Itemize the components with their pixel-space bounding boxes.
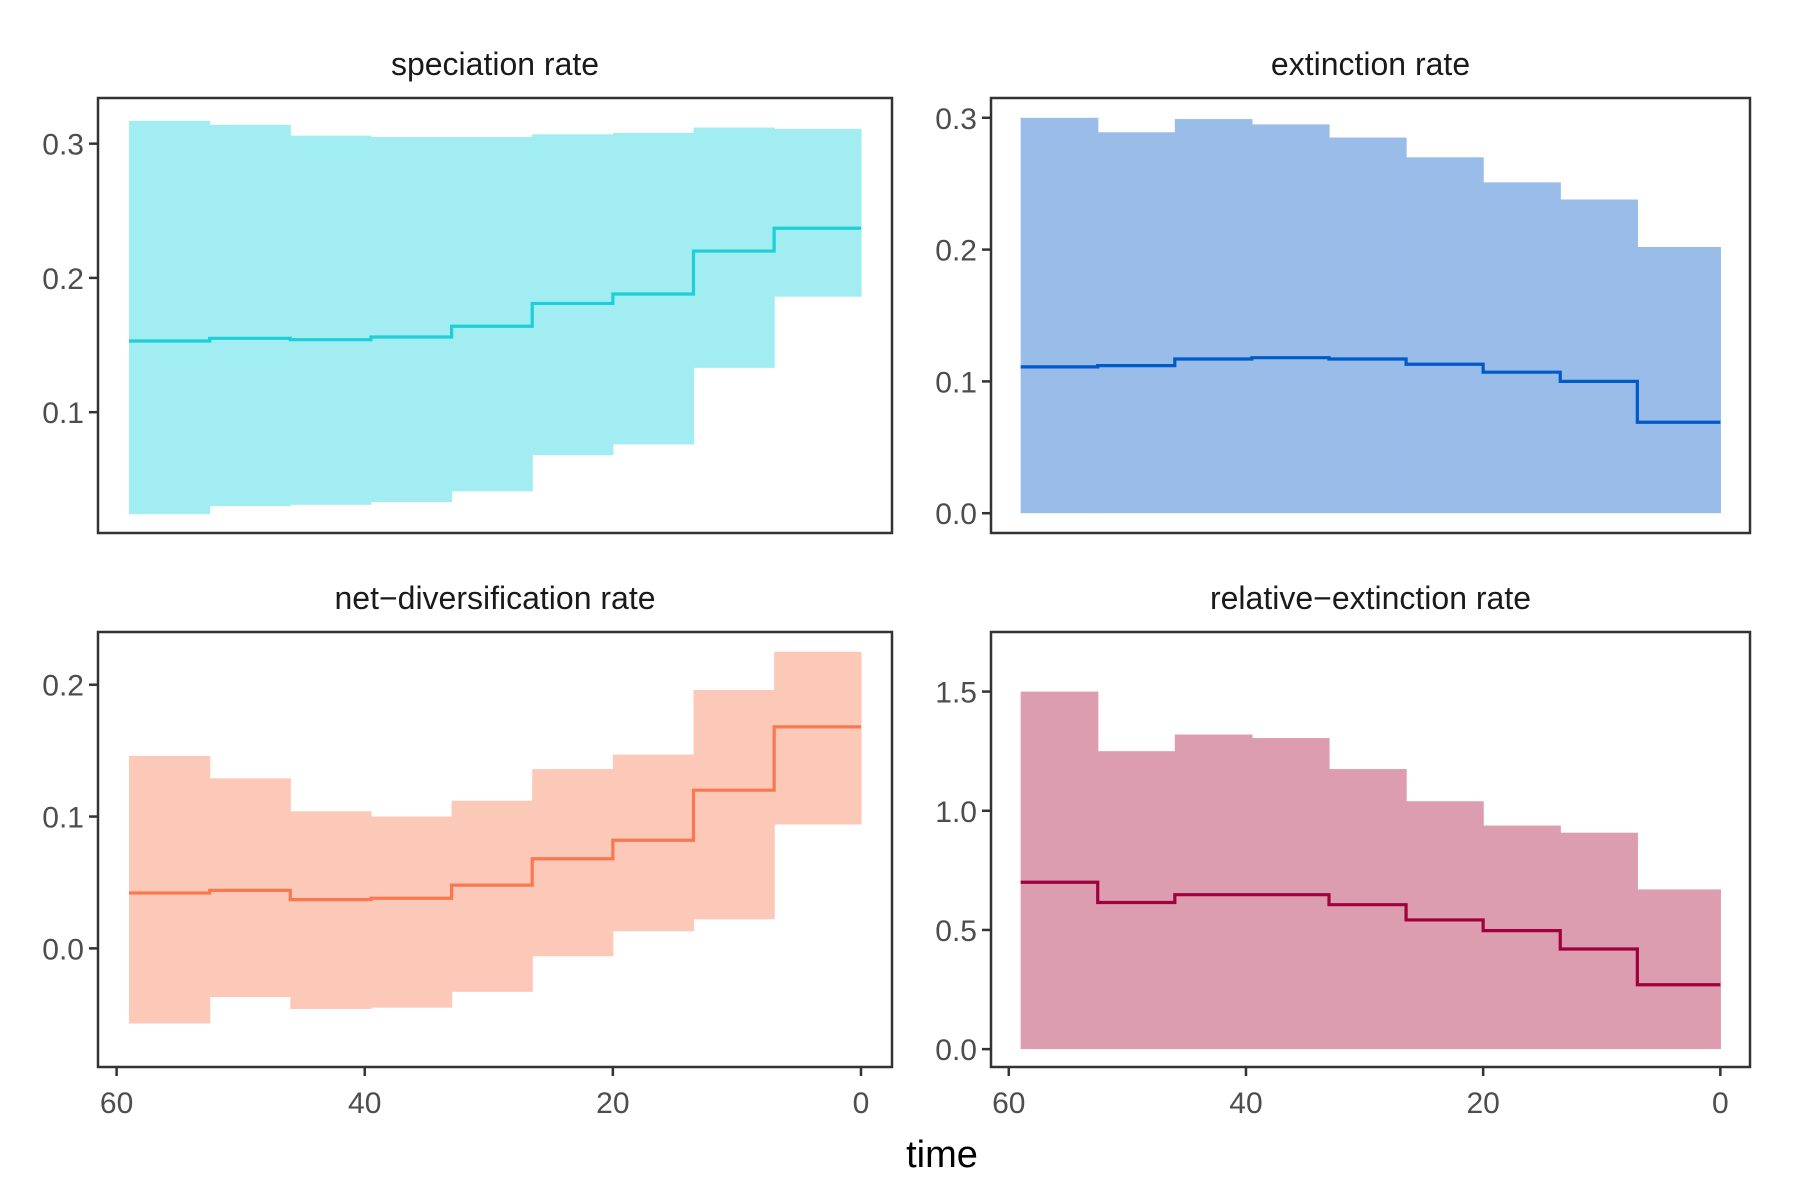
extinction-interval-bin-7 <box>1560 199 1638 514</box>
relative-extinction-interval-bin-8 <box>1637 889 1721 1050</box>
relative-extinction-y-tick-label: 1.0 <box>935 796 977 829</box>
speciation-interval-bin-0 <box>129 120 211 515</box>
extinction-interval-bin-8 <box>1637 246 1721 514</box>
panels: speciation rate 0.1 0.2 0.3 extinction rate 0… <box>42 46 1752 1120</box>
extinction-interval-bin-1 <box>1097 132 1176 514</box>
relative-extinction-interval-bin-1 <box>1097 751 1176 1050</box>
relative-extinction-panel: relative−extinction rate 0.0 0.5 1.0 1.5 60 40… <box>935 580 1752 1120</box>
net-diversification-y-tick-label: 0.1 <box>42 802 84 835</box>
relative-extinction-interval-bin-7 <box>1560 832 1638 1050</box>
extinction-y-tick-label: 0.0 <box>935 498 977 531</box>
extinction-y-tick-label: 0.2 <box>935 235 977 268</box>
speciation-interval-bin-2 <box>290 135 372 505</box>
relative-extinction-x-tick-label: 20 <box>1466 1087 1499 1120</box>
extinction-interval-bin-5 <box>1406 157 1484 514</box>
extinction-interval-bin-0 <box>1020 117 1099 514</box>
net-diversification-x-tick-label: 20 <box>596 1087 629 1120</box>
net-diversification-y-tick-label: 0.0 <box>42 933 84 966</box>
net-diversification-interval-bin-1 <box>209 778 291 998</box>
relative-extinction-y-tick-label: 0.0 <box>935 1034 977 1067</box>
speciation-interval-bin-6 <box>612 132 695 445</box>
net-diversification-interval-bin-5 <box>532 769 614 957</box>
extinction-interval-bin-2 <box>1174 119 1253 514</box>
net-diversification-x-tick-label: 0 <box>853 1087 870 1120</box>
extinction-panel-title: extinction rate <box>1271 46 1470 82</box>
relative-extinction-interval-bin-2 <box>1174 734 1253 1050</box>
net-diversification-x-tick-label: 60 <box>100 1087 133 1120</box>
extinction-median-line <box>1020 356 1721 424</box>
relative-extinction-y-tick-label: 1.5 <box>935 677 977 710</box>
extinction-interval-bin-4 <box>1328 137 1407 514</box>
relative-extinction-interval-bin-6 <box>1483 825 1561 1050</box>
x-axis-title: time <box>906 1134 978 1176</box>
relative-extinction-interval-bin-5 <box>1406 801 1484 1050</box>
extinction-y-tick-label: 0.1 <box>935 366 977 399</box>
speciation-interval-bin-7 <box>693 127 775 368</box>
net-diversification-interval-bin-6 <box>612 754 695 932</box>
speciation-interval-bin-4 <box>451 136 533 492</box>
net-diversification-interval-bin-8 <box>774 651 862 825</box>
net-diversification-panel: net−diversification rate 0.0 0.1 0.2 60 40 20 0 <box>42 580 894 1120</box>
relative-extinction-x-tick-label: 40 <box>1229 1087 1262 1120</box>
net-diversification-interval-bin-4 <box>451 800 533 992</box>
extinction-interval-bin-6 <box>1483 182 1561 514</box>
net-diversification-panel-frame <box>96 630 894 1069</box>
extinction-y-tick-label: 0.3 <box>935 103 977 136</box>
relative-extinction-interval-bin-4 <box>1328 769 1407 1050</box>
speciation-y-tick-label: 0.2 <box>42 263 84 296</box>
net-diversification-interval-bin-0 <box>129 755 211 1024</box>
net-diversification-y-tick-label: 0.2 <box>42 670 84 703</box>
net-diversification-median-line <box>129 725 861 902</box>
relative-extinction-x-tick-label: 60 <box>992 1087 1025 1120</box>
speciation-panel: speciation rate 0.1 0.2 0.3 <box>42 46 894 535</box>
net-diversification-panel-title: net−diversification rate <box>334 580 655 616</box>
relative-extinction-median-line <box>1020 880 1721 987</box>
net-diversification-interval-bin-3 <box>370 816 453 1008</box>
net-diversification-x-tick-label: 40 <box>348 1087 381 1120</box>
extinction-panel: extinction rate 0.0 0.1 0.2 0.3 <box>935 46 1752 535</box>
speciation-panel-title: speciation rate <box>391 46 599 82</box>
speciation-panel-frame <box>96 96 894 535</box>
relative-extinction-interval-bin-0 <box>1020 691 1099 1050</box>
extinction-interval-bin-3 <box>1251 124 1330 514</box>
relative-extinction-y-tick-label: 0.5 <box>935 915 977 948</box>
relative-extinction-panel-title: relative−extinction rate <box>1210 580 1531 616</box>
extinction-panel-frame <box>989 96 1752 535</box>
speciation-interval-bin-3 <box>370 136 453 503</box>
speciation-interval-bin-8 <box>774 128 862 297</box>
net-diversification-interval-bin-7 <box>693 690 775 920</box>
net-diversification-interval-bin-2 <box>290 811 372 1009</box>
speciation-interval-bin-1 <box>209 124 291 507</box>
speciation-y-tick-label: 0.3 <box>42 129 84 162</box>
speciation-median-line <box>129 226 861 343</box>
speciation-interval-bin-5 <box>532 134 614 456</box>
speciation-y-tick-label: 0.1 <box>42 397 84 430</box>
relative-extinction-x-tick-label: 0 <box>1712 1087 1729 1120</box>
relative-extinction-panel-frame <box>989 630 1752 1069</box>
